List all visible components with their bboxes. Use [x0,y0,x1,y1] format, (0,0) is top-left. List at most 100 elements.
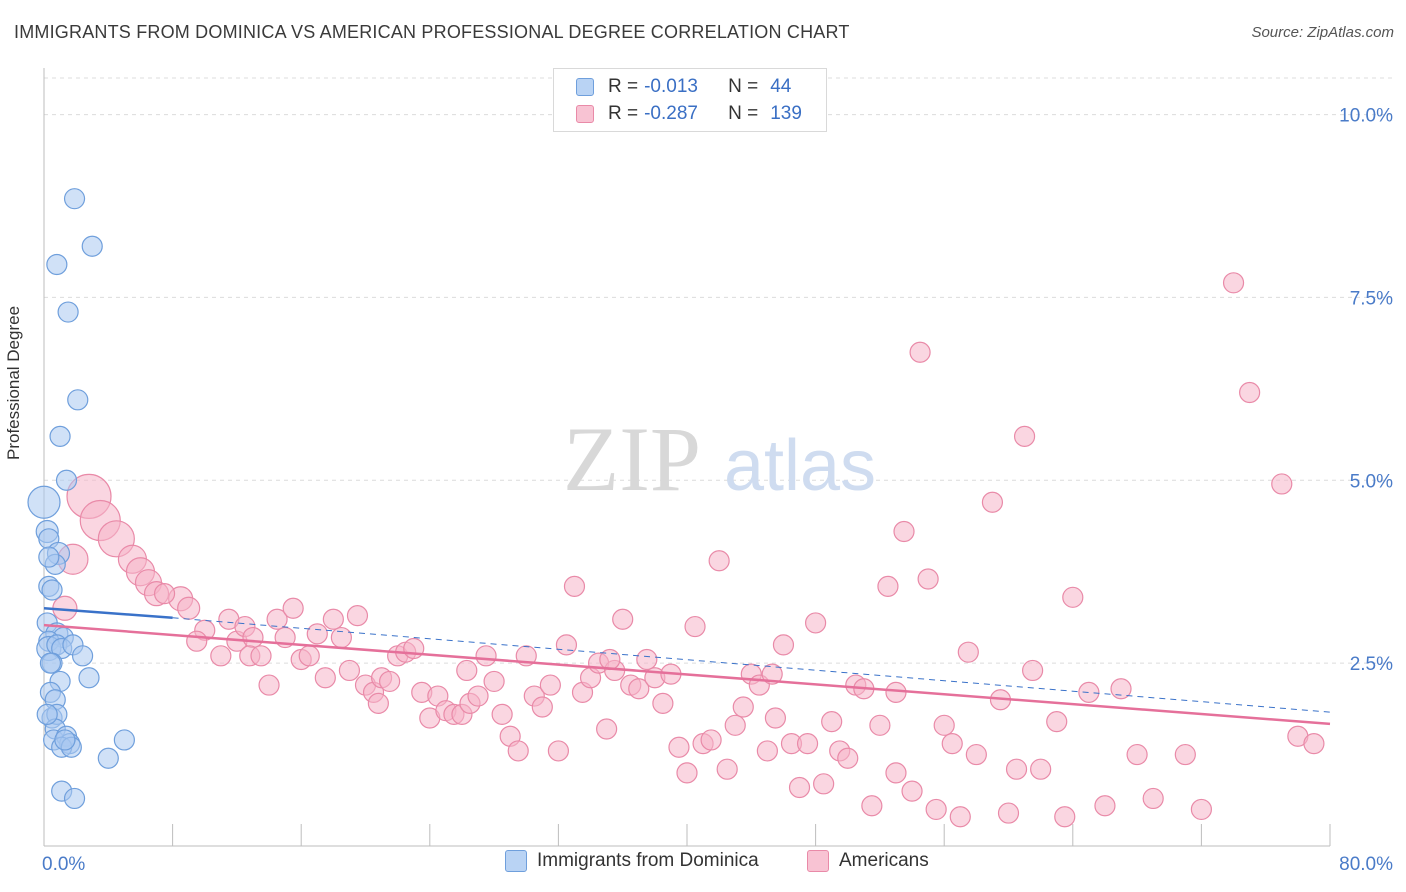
dominica-point [81,235,103,257]
americans-point [1005,758,1028,780]
americans-point [1271,473,1293,495]
bottom-swatch-pink [807,850,829,872]
source-label: Source: ZipAtlas.com [1251,24,1394,41]
legend-n-value: 44 [770,76,792,97]
americans-point [732,696,754,718]
legend-r-label: R = [608,76,639,97]
americans-point [491,703,513,725]
americans-point [563,575,586,597]
americans-point [804,612,827,634]
americans-point [796,732,819,755]
y-tick-label: 5.0% [1350,471,1393,492]
americans-point [507,740,529,762]
americans-point [668,736,690,758]
americans-point [531,696,553,718]
legend-n-value: 139 [770,103,802,124]
americans-point [1190,798,1213,821]
americans-point [893,520,915,543]
americans-point [266,608,288,630]
americans-point [885,681,907,704]
dominica-point [63,188,86,210]
americans-point [925,798,947,821]
americans-point [1013,425,1036,447]
legend-r-value: -0.287 [644,103,698,124]
americans-point [700,729,722,751]
y-axis-label: Professional Degree [4,305,23,460]
dominica-point [78,667,100,689]
americans-point [981,491,1004,513]
dominica-points [27,188,135,810]
americans-point [314,667,336,689]
dominica-point [71,645,94,667]
americans-point [306,623,328,645]
grid-lines [44,77,1392,664]
americans-point [1142,787,1164,810]
americans-point [1046,711,1068,733]
tick-labels: 2.5% 5.0% 7.5% 10.0% 0.0% 80.0% [42,106,1393,875]
americans-point [1110,678,1132,700]
watermark-zip: ZIP [563,408,701,510]
dominica-point [39,652,62,674]
americans-point [628,678,650,700]
americans-point [877,575,899,597]
americans-point [1239,381,1261,404]
dominica-point [49,425,71,447]
americans-point [869,714,891,736]
americans-point [475,645,497,667]
americans-point [403,637,425,660]
watermark-atlas: atlas [724,426,876,506]
americans-points [52,272,1325,828]
americans-point [1078,681,1100,704]
americans-point [1062,586,1084,608]
bottom-swatch-blue [505,850,527,872]
americans-point [909,341,931,363]
americans-point [330,626,352,649]
americans-point [837,747,859,769]
y-tick-label: 7.5% [1350,288,1393,309]
americans-point [338,659,361,682]
legend-r-label: R = [608,103,639,124]
americans-point [821,711,843,733]
americans-point [1174,743,1196,766]
americans-point [1054,806,1076,828]
dominica-point [41,579,63,601]
dominica-point [113,729,135,751]
americans-point [467,685,489,707]
americans-point [1094,795,1116,817]
americans-point [282,597,304,619]
americans-point [456,659,478,682]
americans-point [756,740,778,762]
americans-point [1303,732,1325,755]
americans-point [636,648,658,671]
americans-trend-line [43,623,1331,726]
americans-point [965,743,987,766]
stats-legend: R = -0.013 N = 44 R = -0.287 N = 139 [553,68,827,132]
americans-point [547,740,570,762]
americans-point [1222,272,1245,294]
dominica-point [36,703,58,725]
americans-point [676,762,698,784]
dominica-trend-line [43,607,173,620]
dominica-point [55,469,78,491]
legend-r-value: -0.013 [644,76,698,97]
americans-point [764,707,787,729]
americans-point [652,692,674,714]
americans-point [612,608,634,630]
americans-point [1126,743,1148,766]
americans-point [379,670,401,693]
americans-point [724,714,746,736]
americans-point [1030,758,1052,780]
americans-point [1022,659,1044,682]
x-tick-label: 80.0% [1339,854,1393,875]
americans-point [684,615,706,638]
americans-point [933,714,955,736]
americans-point [949,806,971,828]
legend-swatch-blue [576,78,594,96]
americans-point [539,674,561,696]
bottom-legend-americans: Americans [807,850,929,872]
americans-point [708,550,730,572]
americans-point [772,634,795,656]
y-tick-label: 2.5% [1350,654,1393,675]
americans-point [250,645,272,667]
